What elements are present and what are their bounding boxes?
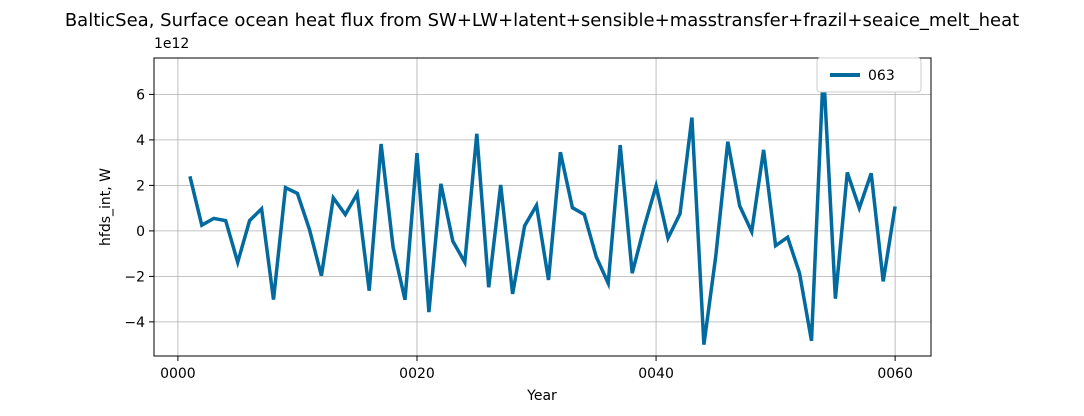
y-axis: −4 −2 0 2 4 6 xyxy=(124,87,154,331)
legend-box xyxy=(816,57,922,93)
y-tick-label: −2 xyxy=(124,269,145,285)
y-tick-label: −4 xyxy=(124,315,145,331)
x-axis: 0000 0020 0040 0060 xyxy=(160,356,913,382)
y-tick-label: 2 xyxy=(136,178,145,194)
x-axis-label: Year xyxy=(526,388,557,404)
chart-title: BalticSea, Surface ocean heat flux from … xyxy=(65,10,1019,31)
y-tick-label: 4 xyxy=(136,133,145,149)
legend-label: 063 xyxy=(868,68,895,84)
legend: 063 xyxy=(816,57,922,93)
x-tick-label: 0020 xyxy=(399,366,435,382)
plot-frame xyxy=(153,57,932,357)
x-tick-label: 0000 xyxy=(160,366,196,382)
x-tick-label: 0040 xyxy=(638,366,674,382)
x-tick-label: 0060 xyxy=(877,366,913,382)
y-offset-label: 1e12 xyxy=(154,36,189,52)
series-layer xyxy=(188,68,897,345)
series-line xyxy=(188,68,897,345)
y-axis-label: hfds_int, W xyxy=(98,168,114,246)
y-tick-label: 6 xyxy=(136,87,145,103)
grid xyxy=(154,58,931,356)
y-tick-label: 0 xyxy=(136,224,145,240)
